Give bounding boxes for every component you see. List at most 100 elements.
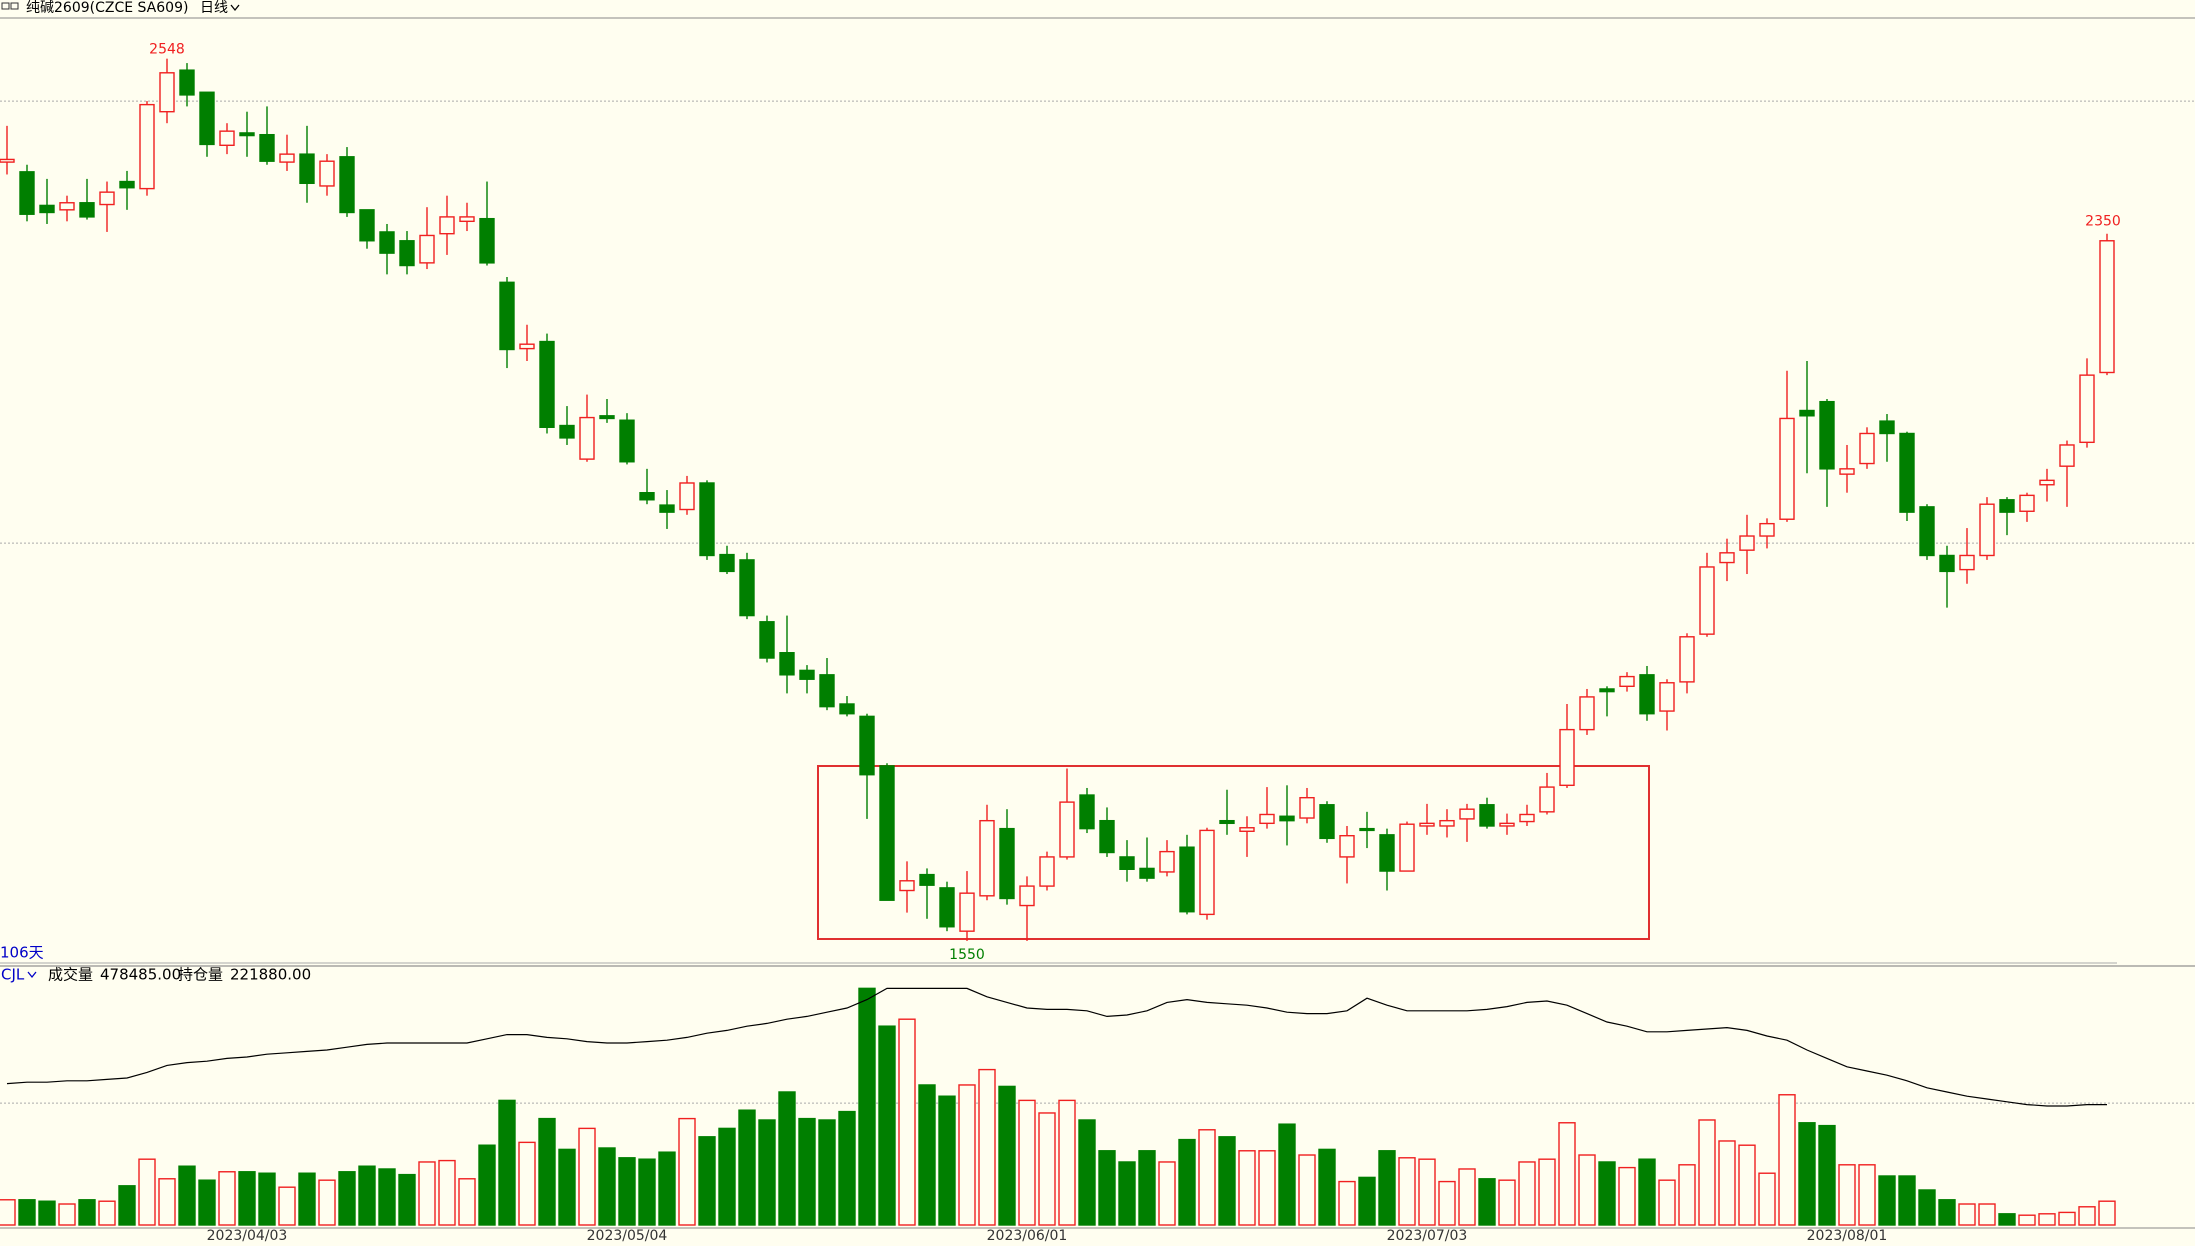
volume-bar — [258, 1172, 276, 1226]
highlight-box — [817, 765, 1650, 940]
candle-body — [339, 156, 355, 214]
candle-body — [639, 492, 655, 501]
candle-body — [1759, 522, 1775, 537]
candle-body — [1719, 552, 1735, 564]
candle-body — [1199, 829, 1215, 916]
candle-body — [1619, 675, 1635, 688]
indicator-name[interactable]: CJL — [1, 966, 25, 984]
candle-body — [1259, 813, 1275, 825]
volume-bar — [18, 1199, 36, 1226]
volume-bar — [1538, 1158, 1556, 1226]
x-tick-label: 2023/04/03 — [207, 1228, 288, 1244]
candle-body — [1819, 400, 1835, 470]
x-tick-label: 2023/08/01 — [1807, 1228, 1888, 1244]
candle-body — [479, 217, 495, 264]
volume-bar — [1738, 1144, 1756, 1226]
volume-bar — [1258, 1150, 1276, 1226]
volume-bar — [1778, 1094, 1796, 1226]
candle-body — [619, 419, 635, 463]
volume-bar — [1818, 1124, 1836, 1226]
volume-bar — [38, 1200, 56, 1226]
volume-bar — [1118, 1161, 1136, 1226]
volume-bar — [1358, 1176, 1376, 1226]
volume-bar — [1418, 1158, 1436, 1226]
candle-body — [1299, 796, 1315, 819]
candle-body — [1739, 535, 1755, 551]
window-icon — [10, 2, 19, 10]
candle-body — [679, 482, 695, 511]
volume-bar — [1098, 1150, 1116, 1226]
volume-bar — [818, 1119, 836, 1226]
candle-body — [1539, 786, 1555, 813]
candle-body — [79, 202, 95, 218]
candle-body — [1219, 819, 1235, 825]
volume-bar — [1498, 1179, 1516, 1226]
volume-bar — [1018, 1099, 1036, 1226]
volume-bar — [978, 1068, 996, 1226]
volume-bar — [738, 1109, 756, 1226]
candle-body — [1459, 808, 1475, 820]
volume-bar — [1758, 1172, 1776, 1226]
volume-bar — [1158, 1161, 1176, 1226]
candle-body — [1919, 506, 1935, 557]
min-label: 1550 — [949, 947, 985, 963]
volume-bar — [798, 1117, 816, 1226]
candle-body — [439, 216, 455, 235]
candle-body — [519, 343, 535, 350]
volume-bar — [0, 1199, 16, 1226]
candle-body — [1659, 682, 1675, 712]
volume-bar — [58, 1203, 76, 1226]
volume-bar — [2078, 1206, 2096, 1226]
volume-bar — [618, 1157, 636, 1226]
candle-body — [839, 703, 855, 715]
volume-bar — [438, 1159, 456, 1226]
period-selector[interactable]: 日线 — [200, 0, 228, 16]
oi-label: 持仓量 — [178, 966, 223, 984]
candle-body — [1159, 850, 1175, 873]
candle-body — [599, 415, 615, 420]
volume-bar — [578, 1127, 596, 1226]
dropdown-arrow[interactable] — [230, 4, 240, 12]
volume-bar — [418, 1161, 436, 1226]
volume-bar — [1598, 1161, 1616, 1226]
candle-body — [299, 153, 315, 185]
volume-bar — [198, 1179, 216, 1226]
volume-bar — [1318, 1148, 1336, 1226]
candle-body — [779, 652, 795, 676]
candle-body — [919, 873, 935, 886]
volume-bar — [1398, 1157, 1416, 1226]
candle-body — [359, 209, 375, 242]
candle-body — [1879, 420, 1895, 435]
volume-bar — [2098, 1200, 2116, 1226]
dropdown-arrow[interactable] — [27, 971, 37, 979]
candle-body — [499, 281, 515, 351]
candle-body — [1579, 696, 1595, 731]
volume-bar — [758, 1119, 776, 1226]
candle-body — [879, 765, 895, 901]
open-interest-line — [6, 987, 2107, 1107]
candle-body — [739, 559, 755, 617]
volume-bar — [1618, 1166, 1636, 1226]
candle-body — [119, 180, 135, 189]
volume-bar — [558, 1148, 576, 1226]
volume-bar — [1918, 1189, 1936, 1226]
volume-bar — [858, 987, 876, 1226]
candle-body — [1639, 674, 1655, 715]
x-tick-label: 2023/07/03 — [1387, 1228, 1468, 1244]
volume-bar — [1218, 1136, 1236, 1226]
candle-body — [1479, 804, 1495, 827]
volume-bar — [918, 1084, 936, 1226]
volume-bar — [138, 1158, 156, 1226]
volume-bar — [1938, 1199, 1956, 1226]
candle-body — [959, 892, 975, 932]
volume-bar — [2038, 1213, 2056, 1226]
candle-body — [1319, 804, 1335, 840]
volume-bar — [1138, 1150, 1156, 1226]
volume-bar — [1478, 1178, 1496, 1226]
candle-body — [699, 482, 715, 557]
volume-bar — [218, 1171, 236, 1226]
volume-bar — [358, 1165, 376, 1226]
candle-body — [39, 204, 55, 214]
